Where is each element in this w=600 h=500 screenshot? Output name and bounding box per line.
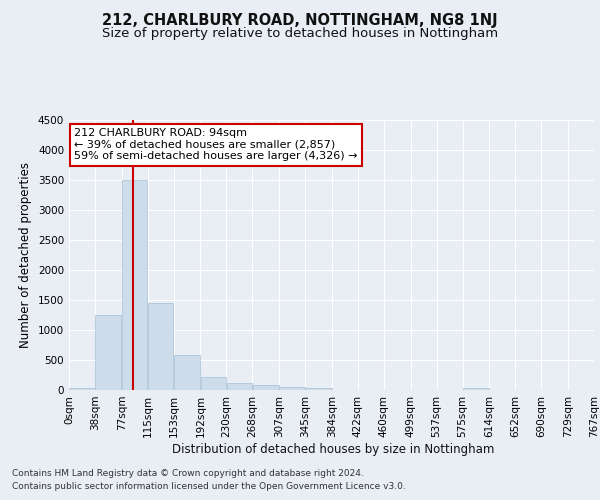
Text: Distribution of detached houses by size in Nottingham: Distribution of detached houses by size … bbox=[172, 442, 494, 456]
Bar bbox=[253, 385, 279, 390]
Text: Contains HM Land Registry data © Crown copyright and database right 2024.: Contains HM Land Registry data © Crown c… bbox=[12, 468, 364, 477]
Bar bbox=[305, 388, 332, 390]
Bar bbox=[122, 180, 148, 390]
Bar bbox=[174, 355, 200, 390]
Text: 212, CHARLBURY ROAD, NOTTINGHAM, NG8 1NJ: 212, CHARLBURY ROAD, NOTTINGHAM, NG8 1NJ bbox=[102, 12, 498, 28]
Bar bbox=[463, 388, 489, 390]
Y-axis label: Number of detached properties: Number of detached properties bbox=[19, 162, 32, 348]
Bar bbox=[280, 387, 305, 390]
Bar bbox=[95, 315, 121, 390]
Text: 212 CHARLBURY ROAD: 94sqm
← 39% of detached houses are smaller (2,857)
59% of se: 212 CHARLBURY ROAD: 94sqm ← 39% of detac… bbox=[74, 128, 358, 162]
Text: Size of property relative to detached houses in Nottingham: Size of property relative to detached ho… bbox=[102, 28, 498, 40]
Text: Contains public sector information licensed under the Open Government Licence v3: Contains public sector information licen… bbox=[12, 482, 406, 491]
Bar bbox=[69, 388, 95, 390]
Bar bbox=[148, 303, 173, 390]
Bar bbox=[227, 384, 252, 390]
Bar bbox=[200, 377, 226, 390]
